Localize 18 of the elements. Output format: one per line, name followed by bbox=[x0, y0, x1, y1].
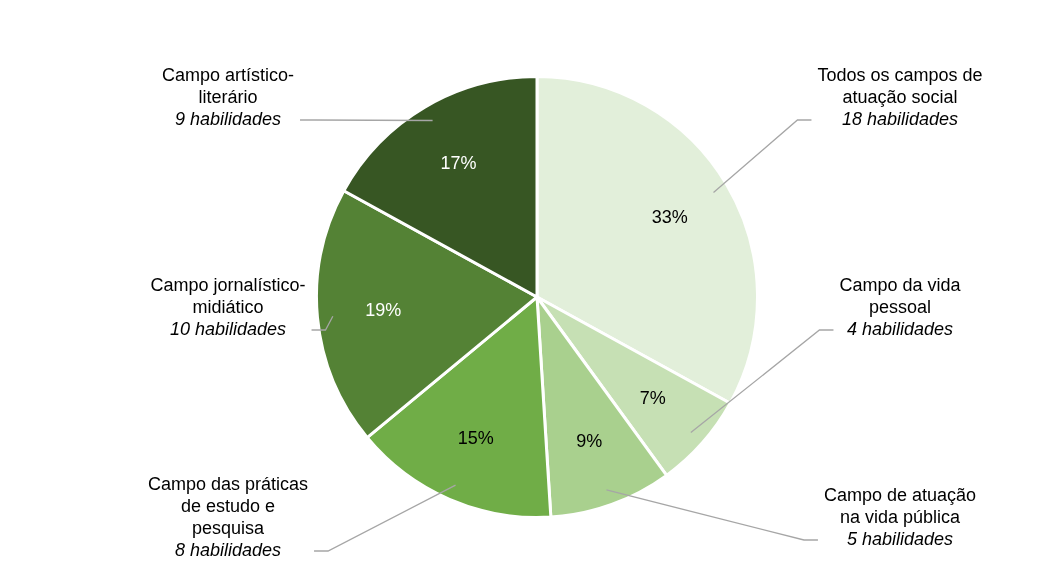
text: 9 habilidades bbox=[174, 109, 282, 129]
data-label: 9% bbox=[576, 431, 603, 452]
data-label: 7% bbox=[639, 388, 666, 409]
slice-label: Campo artístico-literário bbox=[161, 64, 295, 107]
text: 18 habilidades bbox=[841, 109, 959, 129]
text: 10 habilidades bbox=[169, 319, 287, 339]
data-label: 15% bbox=[457, 427, 494, 448]
text: 5 habilidades bbox=[846, 529, 954, 549]
slice-label: Campo das práticas de estudo e pesquisa bbox=[147, 473, 309, 538]
text: 8 habilidades bbox=[174, 540, 282, 560]
slice-label: Campo da vida pessoal bbox=[839, 274, 962, 317]
text: 4 habilidades bbox=[846, 319, 954, 339]
data-label: 17% bbox=[440, 153, 477, 174]
slice-label: Campo jornalístico-midiático bbox=[150, 274, 306, 317]
slice-label: Todos os campos de atuação social bbox=[817, 64, 983, 107]
data-label: 19% bbox=[365, 300, 402, 321]
slice-label: Campo de atuação na vida pública bbox=[823, 484, 977, 527]
data-label: 33% bbox=[651, 207, 688, 228]
